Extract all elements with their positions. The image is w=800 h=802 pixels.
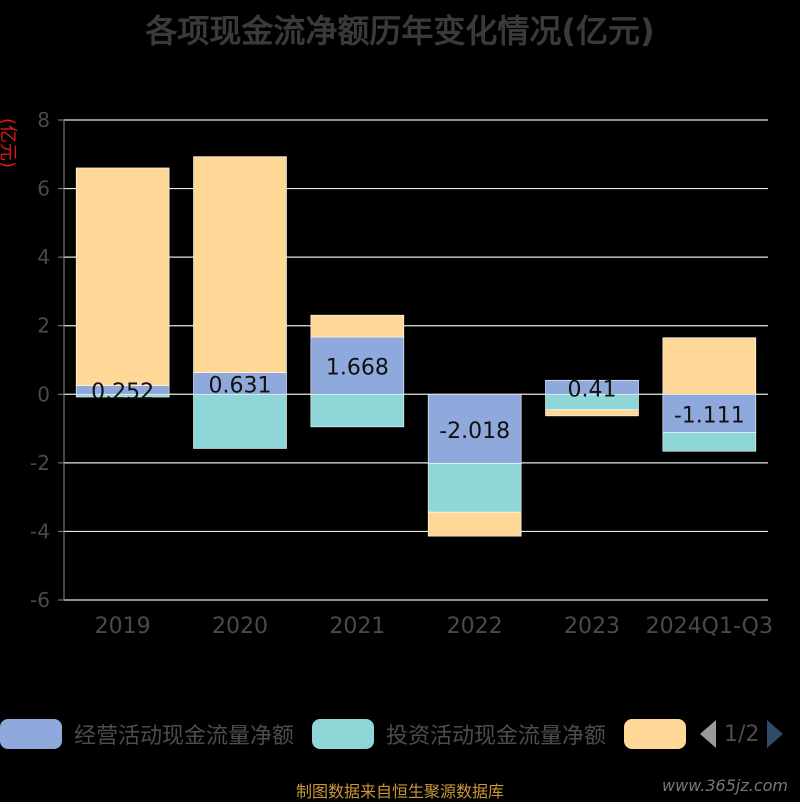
x-tick-label: 2019 xyxy=(95,614,151,639)
legend-pager: 1/2 xyxy=(700,716,784,752)
bar-chart: 8 6 4 2 0 -2 -4 -6 0.252 2019 0.631 2020 1.668 2021 -2… xyxy=(30,108,773,639)
legend-item-investing[interactable]: 投资活动现金流量净额 xyxy=(312,718,606,750)
data-label: -1.111 xyxy=(674,403,745,428)
legend-prev-arrow-icon[interactable] xyxy=(700,720,716,748)
y-tick-label: 4 xyxy=(37,245,50,269)
x-tick-label: 2021 xyxy=(329,614,385,639)
x-tick-label: 2023 xyxy=(564,614,620,639)
y-tick-label: 2 xyxy=(37,314,50,338)
bar-operating xyxy=(427,393,522,464)
legend-swatch-investing xyxy=(312,719,375,749)
bar-third xyxy=(310,314,405,338)
legend-label-investing: 投资活动现金流量净额 xyxy=(386,724,607,749)
chart-title: 各项现金流净额历年变化情况(亿元) xyxy=(145,12,655,50)
legend-swatch-third xyxy=(624,719,687,749)
data-label: 1.668 xyxy=(326,356,389,381)
legend-swatch-operating xyxy=(0,719,62,749)
data-label: 0.252 xyxy=(91,380,154,405)
legend: 经营活动现金流量净额 投资活动现金流量净额 xyxy=(0,716,716,752)
bar-third xyxy=(193,156,287,373)
bar-third xyxy=(662,337,757,395)
bar-investing xyxy=(310,393,405,428)
source-footer: 制图数据来自恒生聚源数据库 xyxy=(295,782,504,801)
bar-investing xyxy=(193,393,287,449)
data-label: -2.018 xyxy=(439,419,510,444)
y-tick-label: -6 xyxy=(30,588,50,612)
bar-investing xyxy=(75,393,170,398)
x-tick-label: 2022 xyxy=(447,614,503,639)
bar-investing xyxy=(662,432,757,452)
data-label: 0.41 xyxy=(568,377,617,402)
legend-item-operating[interactable]: 经营活动现金流量净额 xyxy=(0,718,294,750)
watermark: www.365jz.com xyxy=(662,776,788,795)
legend-next-arrow-icon[interactable] xyxy=(767,720,784,748)
x-tick-label: 2020 xyxy=(212,614,268,639)
bar-third xyxy=(427,511,522,537)
x-tick-label: 2024Q1-Q3 xyxy=(646,614,773,639)
y-tick-label: 6 xyxy=(37,177,50,201)
y-tick-label: -4 xyxy=(30,519,50,543)
legend-page-indicator: 1/2 xyxy=(724,721,760,747)
data-label: 0.631 xyxy=(209,373,272,398)
y-tick-label: -2 xyxy=(30,451,50,475)
y-tick-label: 0 xyxy=(37,382,50,406)
y-tick-label: 8 xyxy=(37,108,50,132)
bar-investing xyxy=(427,463,522,513)
bar-third xyxy=(545,409,639,417)
legend-item-third[interactable] xyxy=(624,719,698,749)
legend-label-operating: 经营活动现金流量净额 xyxy=(74,724,295,749)
bar-third xyxy=(75,167,170,386)
